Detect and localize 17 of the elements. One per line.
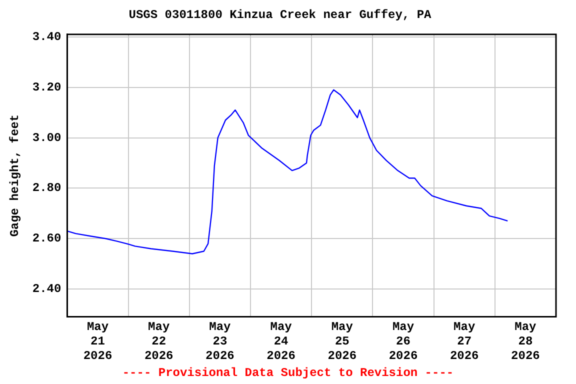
x-tick-label: May 22 2026 bbox=[144, 320, 174, 363]
text: ---- Provisional Data Subject to Revision ---- bbox=[121, 366, 455, 380]
x-tick-label: May 25 2026 bbox=[328, 320, 357, 363]
y-tick-label: 2.40 bbox=[32, 282, 62, 296]
x-tick-label: May 28 2026 bbox=[511, 320, 540, 363]
y-tick-label: 2.80 bbox=[32, 181, 62, 196]
x-tick-label: May 27 2026 bbox=[450, 320, 479, 363]
x-tick-label: May 24 2026 bbox=[266, 320, 296, 363]
y-axis-title: Gage height, feet bbox=[8, 114, 22, 237]
y-tick-label: 3.20 bbox=[32, 80, 62, 94]
y-tick-label: 3.40 bbox=[32, 30, 62, 44]
x-tick-label: May 23 2026 bbox=[206, 320, 234, 363]
y-tick-label: 2.60 bbox=[32, 232, 62, 246]
chart-title: USGS 03011800 Kinzua Creek near Guffey, PA bbox=[128, 8, 432, 22]
x-tick-label: May 26 2026 bbox=[388, 320, 418, 363]
x-tick-label: May 21 2026 bbox=[83, 320, 112, 363]
y-tick-label: 3.00 bbox=[32, 130, 62, 145]
